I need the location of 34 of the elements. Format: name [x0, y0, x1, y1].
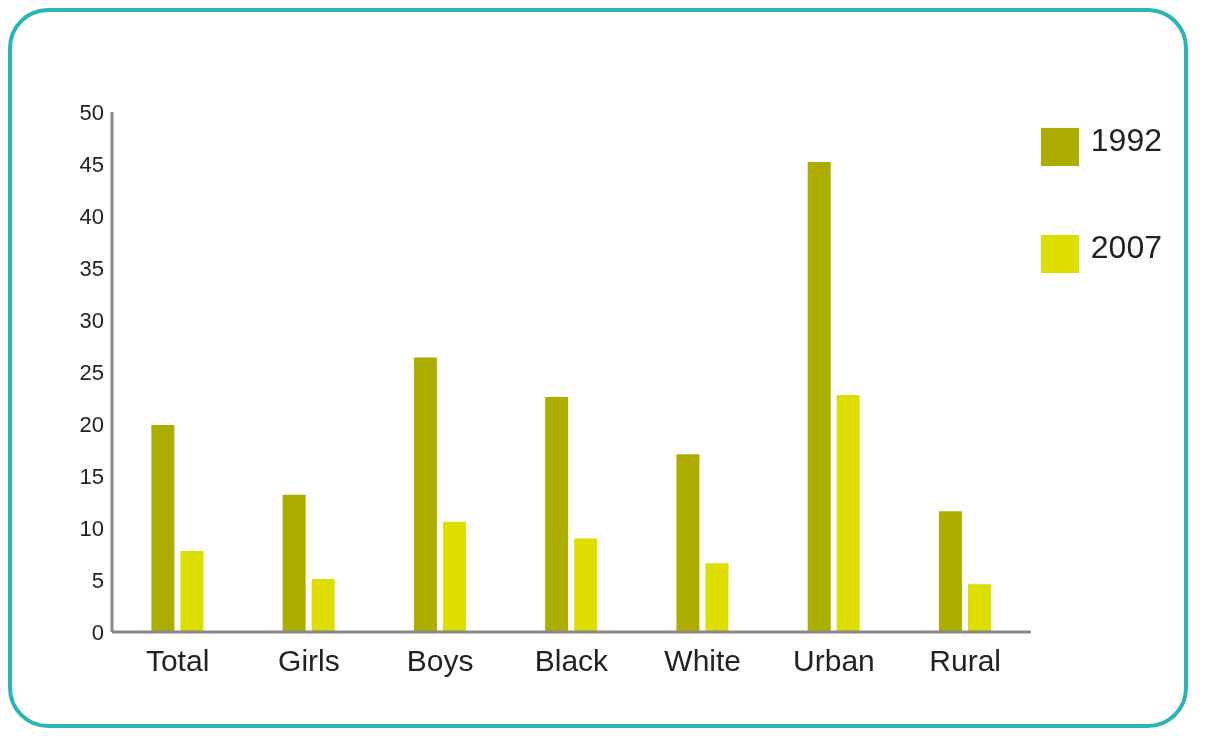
legend-label: 2007 [1090, 229, 1162, 266]
bar [836, 394, 860, 632]
y-tick-label: 5 [91, 567, 104, 593]
legend-label: 1992 [1090, 122, 1162, 159]
x-tick-label: Urban [793, 644, 875, 678]
y-tick-label: 40 [79, 203, 104, 229]
bar [938, 511, 962, 632]
y-tick-label: 30 [79, 307, 104, 333]
y-tick-label: 35 [79, 255, 104, 281]
bar [151, 425, 175, 632]
y-tick-label: 10 [79, 515, 104, 541]
bar [282, 494, 306, 632]
bar [442, 521, 466, 632]
x-tick-label: Black [534, 644, 610, 678]
y-tick-label: 0 [91, 619, 104, 645]
y-tick-label: 20 [79, 411, 104, 437]
x-tick-label: Girls [278, 644, 340, 678]
bar [413, 357, 437, 632]
y-tick-label: 25 [79, 359, 104, 385]
bar [180, 550, 204, 632]
bar [967, 584, 991, 632]
bar [311, 578, 335, 632]
bar [545, 396, 569, 632]
bar [807, 161, 831, 632]
x-tick-label: Total [145, 644, 210, 678]
x-tick-label: White [664, 644, 742, 678]
bar [676, 454, 700, 632]
y-tick-label: 50 [79, 99, 104, 125]
bar [705, 563, 729, 632]
y-tick-label: 15 [79, 463, 104, 489]
x-tick-label: Boys [406, 644, 474, 678]
bar [574, 538, 598, 632]
y-tick-label: 45 [79, 151, 104, 177]
x-tick-label: Rural [929, 644, 1002, 678]
